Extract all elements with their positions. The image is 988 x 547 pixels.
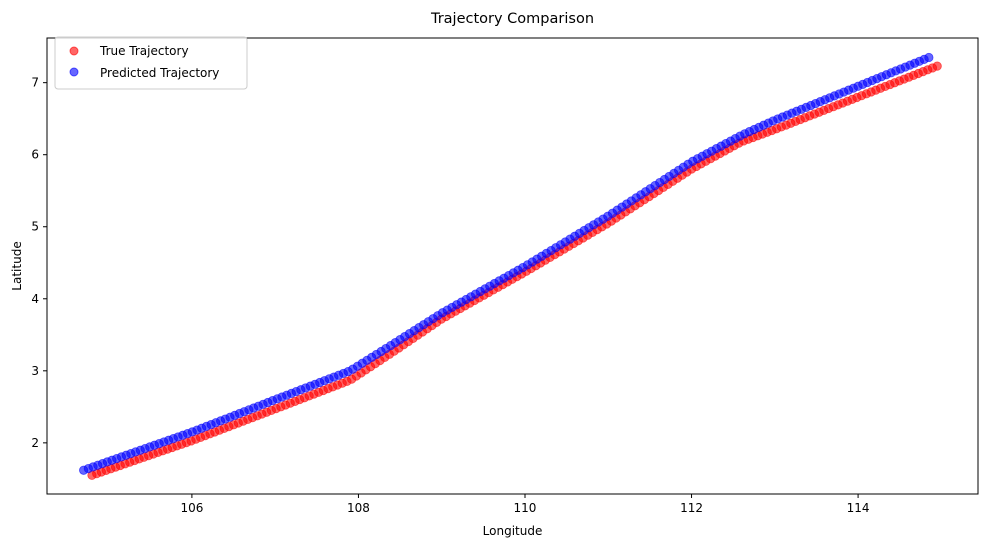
legend: True Trajectory Predicted Trajectory <box>54 36 248 90</box>
points-layer <box>79 52 942 480</box>
y-tick-label: 4 <box>31 292 39 306</box>
y-tick-label: 3 <box>31 364 39 378</box>
legend-marker-predicted-trajectory <box>69 67 79 77</box>
x-tick-label: 112 <box>680 501 703 515</box>
legend-label-predicted-trajectory: Predicted Trajectory <box>100 66 219 80</box>
data-point <box>924 52 934 63</box>
chart-title: Trajectory Comparison <box>430 11 594 27</box>
x-tick-label: 110 <box>514 501 537 515</box>
legend-marker-true-trajectory <box>69 46 79 56</box>
x-tick-label: 114 <box>847 501 870 515</box>
y-axis-title: Latitude <box>10 241 24 290</box>
y-tick-label: 7 <box>31 76 39 90</box>
series-predicted-trajectory <box>79 52 934 475</box>
ticks-layer: 106 108 110 112 114 2 3 4 5 6 7 <box>31 76 869 515</box>
y-tick-label: 6 <box>31 148 39 162</box>
y-tick-label: 5 <box>31 220 39 234</box>
x-tick-label: 106 <box>180 501 203 515</box>
x-tick-label: 108 <box>347 501 370 515</box>
plot-frame <box>46 37 979 495</box>
legend-label-true-trajectory: True Trajectory <box>99 44 189 58</box>
legend-box <box>54 36 248 90</box>
data-point <box>932 61 942 71</box>
x-axis-title: Longitude <box>483 524 543 538</box>
y-tick-label: 2 <box>31 436 39 450</box>
